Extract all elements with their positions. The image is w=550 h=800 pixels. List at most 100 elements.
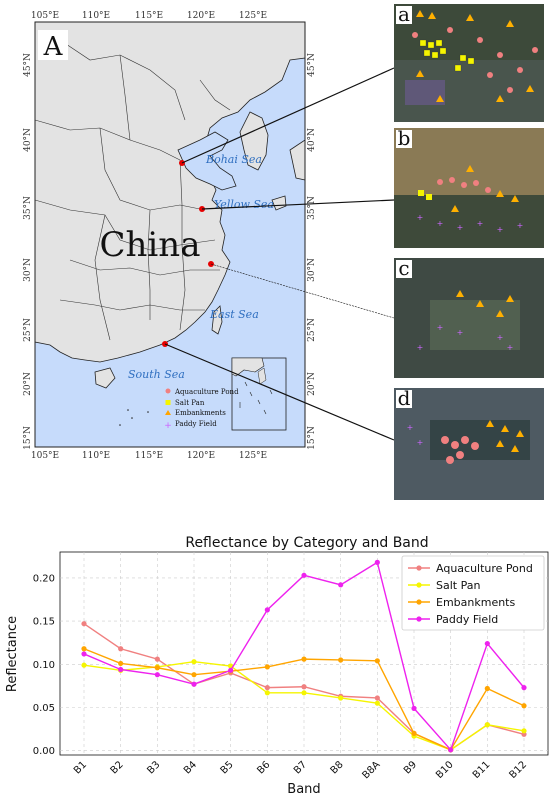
series-point <box>338 695 344 701</box>
series-point <box>411 730 417 737</box>
country-label: China <box>100 225 201 265</box>
lon-tick: 120°E <box>187 11 215 21</box>
svg-text:+: + <box>517 221 524 230</box>
x-tick-label: B6 <box>255 759 272 776</box>
lat-tick: 15°N <box>23 426 33 450</box>
x-axis-ticks: B1 B2 B3 B4 B5 B6 B7 B8 B8A B9 B10 B11 B12 <box>72 759 529 781</box>
svg-text:+: + <box>407 423 414 432</box>
south-sea-inset <box>231 357 287 431</box>
series-point <box>191 659 197 665</box>
legend-swatch-marker <box>416 616 422 622</box>
svg-text:+: + <box>477 219 484 228</box>
series-point <box>301 690 307 696</box>
series-point <box>374 658 380 664</box>
province-boundaries <box>34 39 231 341</box>
map-legend: Aquaculture Pond Salt Pan Embankments + … <box>164 388 239 431</box>
series-point <box>448 747 454 753</box>
inset-c: c +++ ++ <box>394 256 544 378</box>
map-bohai-coast <box>177 131 237 191</box>
lon-ticks-top: 105°E 110°E 115°E 120°E 125°E <box>31 11 267 21</box>
map-frame <box>34 21 306 448</box>
inset-salt-pans <box>418 190 432 200</box>
x-tick-label: B2 <box>109 759 126 776</box>
svg-text:+: + <box>417 213 424 222</box>
lat-tick: 25°N <box>23 318 33 342</box>
series-point <box>484 722 490 728</box>
inset-label: a <box>398 2 410 26</box>
lat-ticks-right: 45°N 40°N 35°N 30°N 25°N 20°N 15°N <box>307 53 317 450</box>
lon-tick: 120°E <box>187 451 215 461</box>
x-tick-label: B10 <box>434 759 456 781</box>
map-taiwan <box>211 305 223 335</box>
series-point <box>81 651 87 657</box>
lat-tick: 20°N <box>307 372 317 396</box>
sea-label-yellow: Yellow Sea <box>214 198 274 211</box>
legend-swatch-marker <box>416 599 422 605</box>
inset-paddy: +++ ++ <box>417 323 514 352</box>
sea-label-bohai: Bohai Sea <box>205 153 262 166</box>
series-point <box>191 672 197 678</box>
series-point <box>374 700 380 706</box>
lon-tick: 105°E <box>31 11 59 21</box>
lon-tick: 110°E <box>82 11 110 21</box>
inset-texture <box>394 195 544 248</box>
series-point <box>521 703 527 709</box>
y-tick-label: 0.15 <box>33 617 55 628</box>
inset-b: b + + + + + + <box>394 126 544 248</box>
legend-marker-paddy: + <box>164 421 172 431</box>
svg-text:+: + <box>417 438 424 447</box>
x-tick-label: B12 <box>507 759 529 781</box>
inset-ponds <box>441 436 479 464</box>
y-axis-label: Reflectance <box>5 616 20 692</box>
svg-text:+: + <box>457 328 464 337</box>
legend-label: Aquaculture Pond <box>436 562 533 575</box>
series-point <box>264 664 270 670</box>
lon-tick: 115°E <box>135 451 163 461</box>
lon-ticks-bottom: 105°E 110°E 115°E 120°E 125°E <box>31 451 267 461</box>
map-panel: A China Bohai Sea Yellow Sea East Sea So… <box>23 11 317 461</box>
lat-ticks-left: 45°N 40°N 35°N 30°N 25°N 20°N 15°N <box>23 53 33 450</box>
map-legend-label: Paddy Field <box>175 420 217 428</box>
x-tick-label: B7 <box>292 759 309 776</box>
chart-legend: Aquaculture Pond Salt Pan Embankments Paddy… <box>401 555 545 631</box>
x-tick-label: B9 <box>402 759 419 776</box>
x-tick-label: B3 <box>145 759 162 776</box>
x-tick-label: B1 <box>72 759 89 776</box>
series-point <box>264 607 270 613</box>
map-legend-label: Salt Pan <box>175 399 205 407</box>
inset-label: d <box>398 386 411 410</box>
series-point <box>521 728 527 734</box>
series-point <box>301 656 307 662</box>
lat-tick: 30°N <box>23 258 33 282</box>
lon-tick: 125°E <box>239 11 267 21</box>
series-point <box>301 684 307 690</box>
inset-ponds <box>437 177 491 193</box>
series-point <box>484 685 490 692</box>
map-hainan <box>94 367 116 389</box>
map-panel-label: A <box>43 32 64 62</box>
series-layer <box>81 559 527 753</box>
series-point <box>154 656 160 662</box>
series-point <box>301 572 307 578</box>
series-point <box>264 690 270 696</box>
series-point <box>374 559 380 565</box>
lon-tick: 110°E <box>82 451 110 461</box>
series-point <box>118 646 124 652</box>
svg-text:+: + <box>507 343 514 352</box>
map-land <box>34 21 306 363</box>
sea-label-east: East Sea <box>209 308 259 321</box>
lat-tick: 25°N <box>307 318 317 342</box>
inset-a: a <box>394 2 544 122</box>
series-point <box>81 621 87 627</box>
inset-embankments <box>456 290 514 317</box>
map-panel-label-bg <box>38 30 68 60</box>
inset-label: b <box>398 126 411 150</box>
lon-tick: 105°E <box>31 451 59 461</box>
connector-c <box>210 263 395 319</box>
gridlines <box>60 552 548 755</box>
series-point <box>81 646 87 652</box>
series-point <box>521 685 527 691</box>
svg-text:+: + <box>417 343 424 352</box>
series-point <box>411 705 417 711</box>
series-point <box>228 667 234 673</box>
